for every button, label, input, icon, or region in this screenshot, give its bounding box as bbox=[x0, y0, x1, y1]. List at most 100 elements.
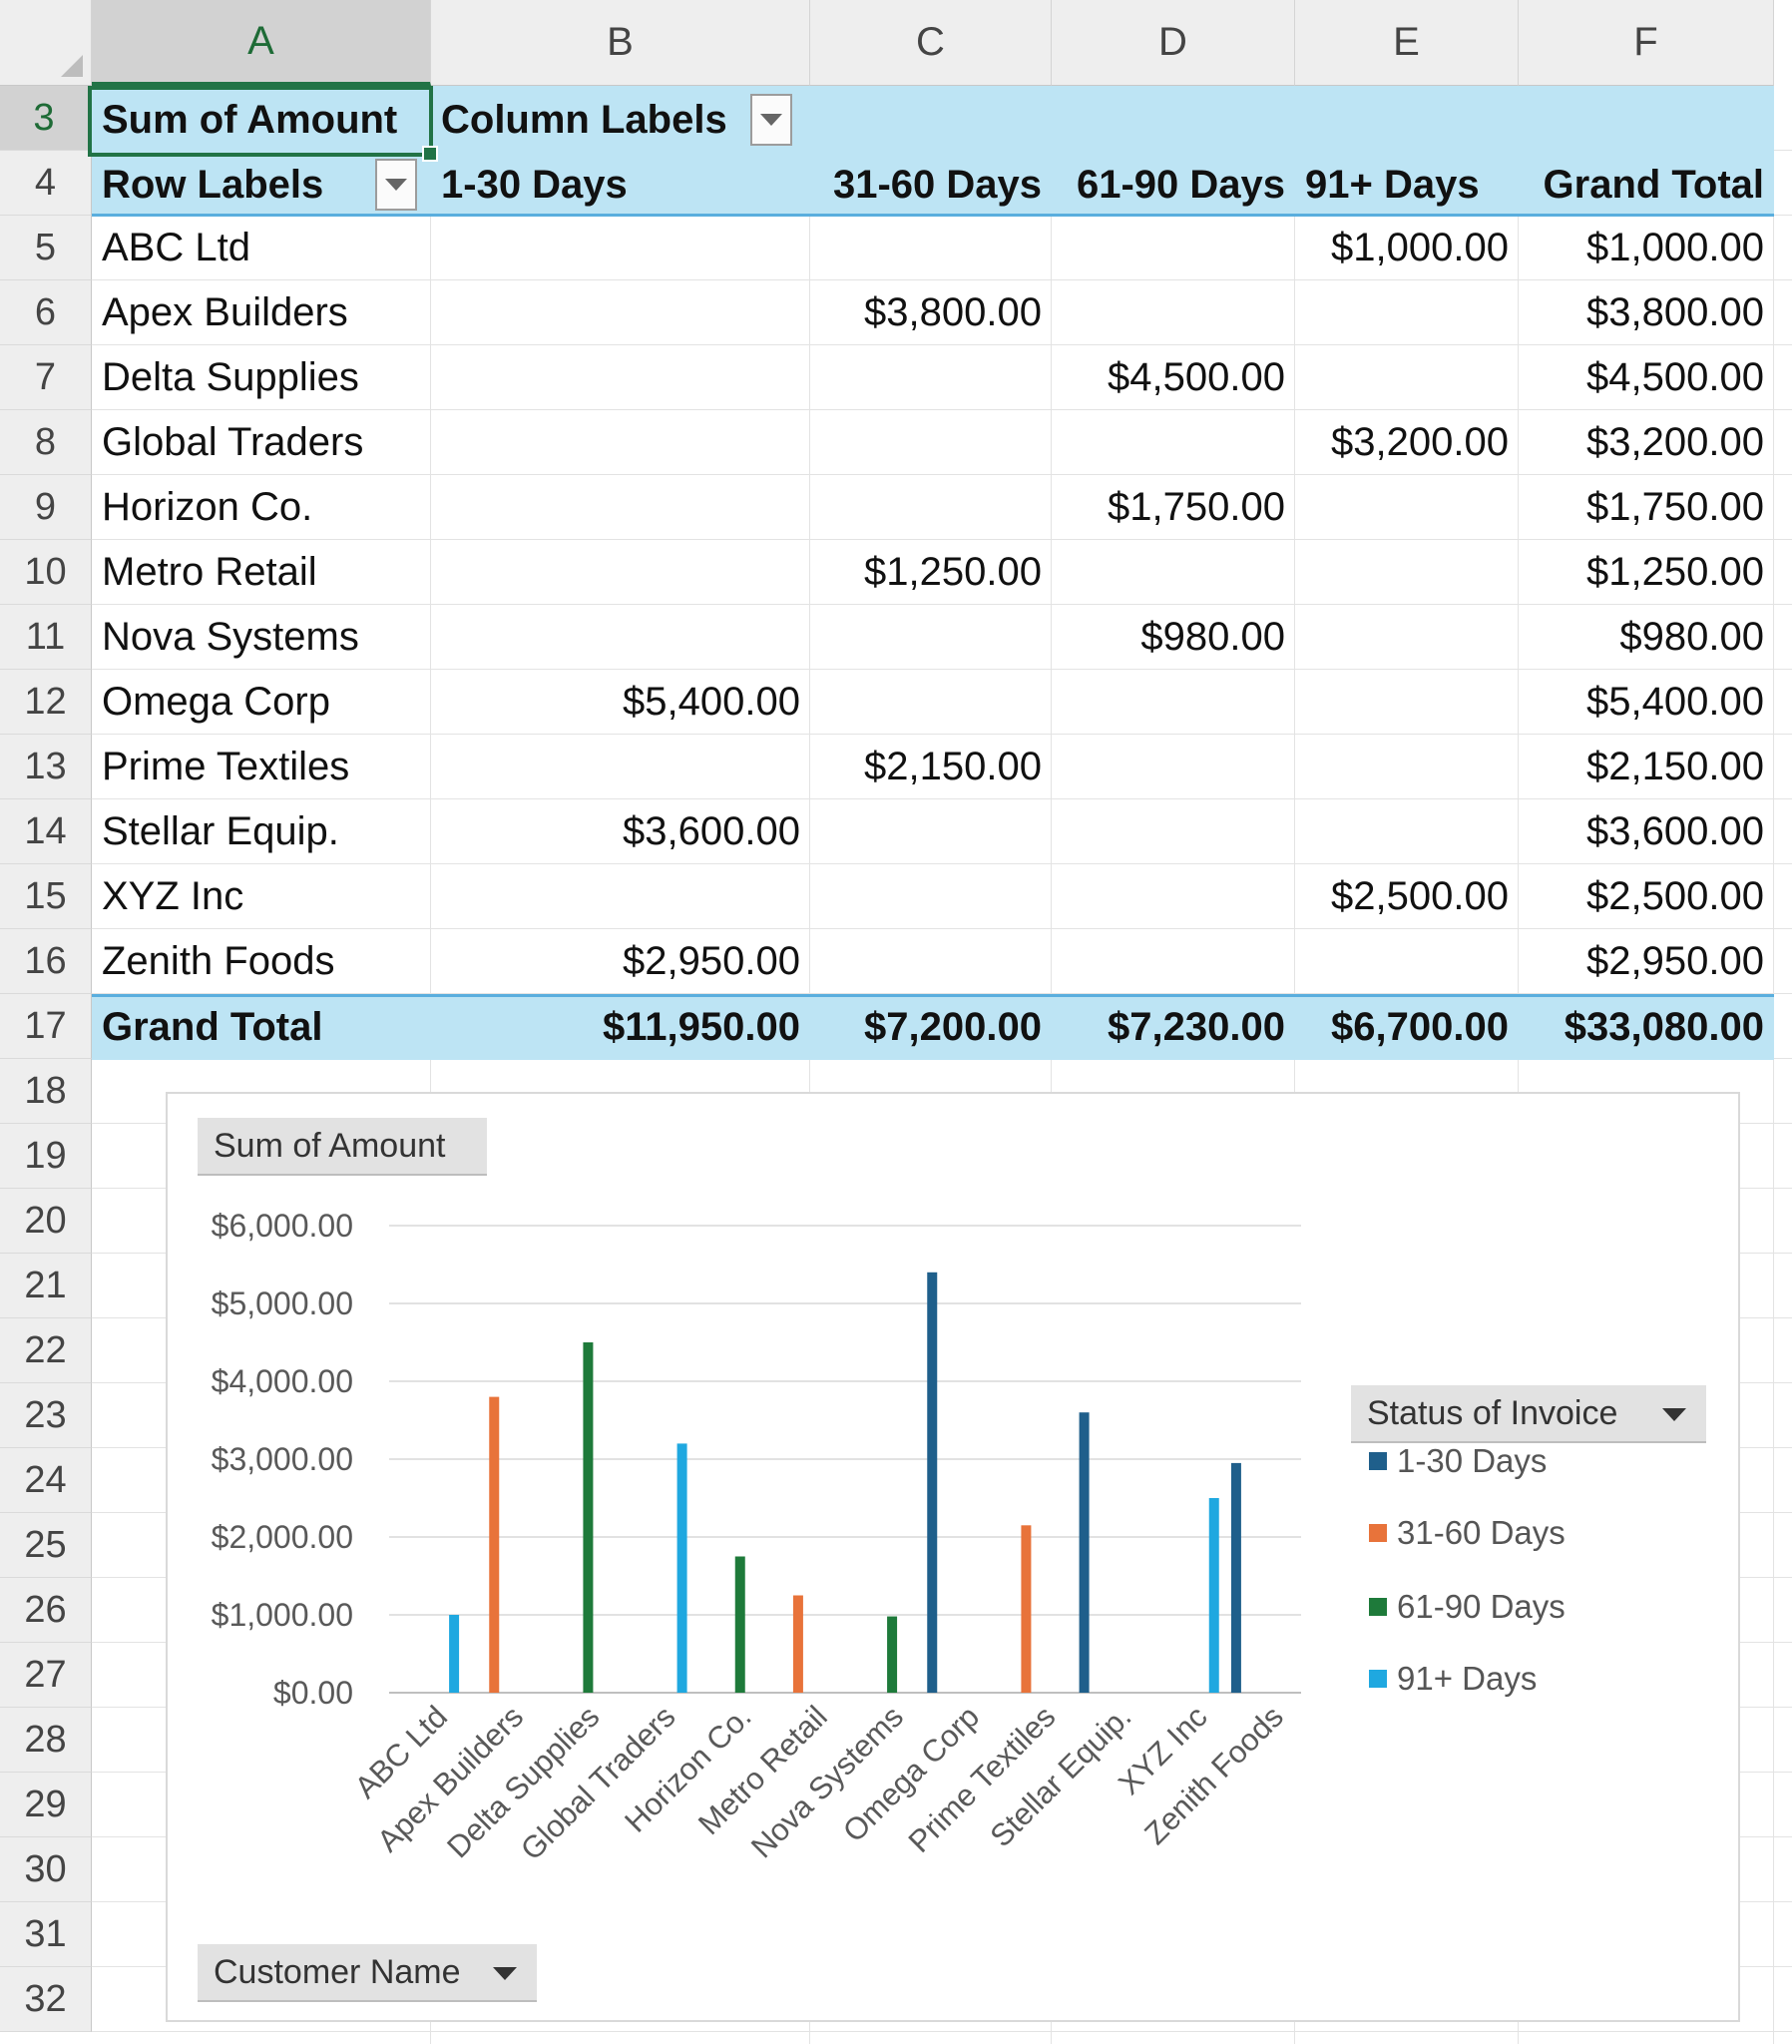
row-header-29[interactable]: 29 bbox=[0, 1773, 92, 1837]
row-header-8[interactable]: 8 bbox=[0, 410, 92, 475]
select-all-corner[interactable] bbox=[0, 0, 92, 86]
pivot-chart[interactable]: Sum of Amount Status of Invoice Customer… bbox=[166, 1092, 1740, 2022]
pivot-value-cell[interactable]: $1,250.00 bbox=[1586, 550, 1764, 594]
pivot-value-cell[interactable] bbox=[1052, 410, 1295, 475]
chart-legend-field-button[interactable]: Status of Invoice bbox=[1351, 1385, 1706, 1443]
pivot-value-cell[interactable] bbox=[1052, 216, 1295, 280]
row-header-12[interactable]: 12 bbox=[0, 670, 92, 735]
pivot-value-cell[interactable]: $1,000.00 bbox=[1331, 226, 1509, 269]
pivot-value-cell[interactable]: $3,600.00 bbox=[623, 809, 800, 853]
pivot-value-cell[interactable] bbox=[431, 280, 810, 345]
bar-91-days-global-traders[interactable] bbox=[676, 1443, 687, 1693]
pivot-value-cell[interactable] bbox=[810, 345, 1052, 410]
grand-total-31-60[interactable]: $7,200.00 bbox=[864, 1005, 1042, 1049]
pivot-value-cell[interactable] bbox=[1295, 540, 1519, 605]
row-header-13[interactable]: 13 bbox=[0, 735, 92, 799]
pivot-row-label[interactable]: Apex Builders bbox=[102, 290, 348, 334]
row-header-11[interactable]: 11 bbox=[0, 605, 92, 670]
column-labels-filter-button[interactable] bbox=[750, 94, 792, 146]
pivot-value-cell[interactable] bbox=[1295, 475, 1519, 540]
row-header-22[interactable]: 22 bbox=[0, 1318, 92, 1383]
column-header-b[interactable]: B bbox=[431, 0, 810, 86]
pivot-row-label[interactable]: Zenith Foods bbox=[102, 939, 335, 983]
row-header-20[interactable]: 20 bbox=[0, 1189, 92, 1254]
pivot-value-cell[interactable] bbox=[810, 864, 1052, 929]
row-header-26[interactable]: 26 bbox=[0, 1578, 92, 1643]
pivot-value-cell[interactable]: $1,750.00 bbox=[1586, 485, 1764, 529]
pivot-row-label[interactable]: Metro Retail bbox=[102, 550, 317, 594]
grand-total-1-30[interactable]: $11,950.00 bbox=[603, 1005, 800, 1049]
row-header-25[interactable]: 25 bbox=[0, 1513, 92, 1578]
column-header-a[interactable]: A bbox=[92, 0, 431, 86]
pivot-value-cell[interactable] bbox=[810, 216, 1052, 280]
pivot-value-cell[interactable]: $4,500.00 bbox=[1586, 355, 1764, 399]
row-header-15[interactable]: 15 bbox=[0, 864, 92, 929]
grand-total-label[interactable]: Grand Total bbox=[102, 1005, 323, 1049]
pivot-value-cell[interactable] bbox=[1295, 929, 1519, 994]
row-header-24[interactable]: 24 bbox=[0, 1448, 92, 1513]
pivot-value-cell[interactable] bbox=[1052, 280, 1295, 345]
row-header-9[interactable]: 9 bbox=[0, 475, 92, 540]
pivot-value-cell[interactable]: $3,200.00 bbox=[1586, 420, 1764, 464]
pivot-value-cell[interactable] bbox=[810, 410, 1052, 475]
row-header-23[interactable]: 23 bbox=[0, 1383, 92, 1448]
row-header-6[interactable]: 6 bbox=[0, 280, 92, 345]
pivot-row-label[interactable]: Prime Textiles bbox=[102, 745, 350, 788]
pivot-value-cell[interactable] bbox=[810, 605, 1052, 670]
pivot-value-cell[interactable] bbox=[1052, 799, 1295, 864]
row-header-10[interactable]: 10 bbox=[0, 540, 92, 605]
bar-31-60-days-prime-textiles[interactable] bbox=[1021, 1525, 1032, 1693]
pivot-value-cell[interactable] bbox=[810, 670, 1052, 735]
pivot-row-label[interactable]: Omega Corp bbox=[102, 680, 330, 724]
pivot-value-cell[interactable]: $1,250.00 bbox=[864, 550, 1042, 594]
pivot-value-cell[interactable]: $2,500.00 bbox=[1586, 874, 1764, 918]
pivot-value-cell[interactable] bbox=[431, 345, 810, 410]
row-header-14[interactable]: 14 bbox=[0, 799, 92, 864]
row-header-31[interactable]: 31 bbox=[0, 1902, 92, 1967]
pivot-col-header-1-30[interactable]: 1-30 Days bbox=[441, 163, 628, 207]
pivot-value-cell[interactable] bbox=[1295, 670, 1519, 735]
bar-1-30-days-zenith-foods[interactable] bbox=[1230, 1462, 1241, 1693]
pivot-value-cell[interactable] bbox=[431, 216, 810, 280]
bar-31-60-days-metro-retail[interactable] bbox=[792, 1595, 803, 1694]
pivot-value-cell[interactable] bbox=[810, 475, 1052, 540]
pivot-row-label[interactable]: Nova Systems bbox=[102, 615, 359, 659]
pivot-value-cell[interactable] bbox=[1295, 605, 1519, 670]
row-header-32[interactable]: 32 bbox=[0, 1967, 92, 2032]
pivot-value-cell[interactable] bbox=[1295, 280, 1519, 345]
row-header-21[interactable]: 21 bbox=[0, 1254, 92, 1318]
chart-axis-field-button[interactable]: Customer Name bbox=[198, 1944, 537, 2002]
row-header-16[interactable]: 16 bbox=[0, 929, 92, 994]
bar-91-days-abc-ltd[interactable] bbox=[449, 1615, 460, 1693]
pivot-col-header-91-plus[interactable]: 91+ Days bbox=[1305, 163, 1480, 207]
pivot-value-cell[interactable]: $980.00 bbox=[1619, 615, 1764, 659]
pivot-value-cell[interactable] bbox=[431, 540, 810, 605]
pivot-row-label[interactable]: Horizon Co. bbox=[102, 485, 313, 529]
row-header-18[interactable]: 18 bbox=[0, 1059, 92, 1124]
bar-61-90-days-delta-supplies[interactable] bbox=[583, 1342, 594, 1693]
pivot-value-cell[interactable]: $3,800.00 bbox=[864, 290, 1042, 334]
column-header-d[interactable]: D bbox=[1052, 0, 1295, 86]
chart-plot-area[interactable]: $0.00 $1,000.00 $2,000.00 $3,000.00 $4,000.0… bbox=[168, 1094, 1465, 1972]
pivot-col-header-61-90[interactable]: 61-90 Days bbox=[1076, 163, 1285, 207]
pivot-value-cell[interactable]: $1,750.00 bbox=[1108, 485, 1285, 529]
pivot-value-cell[interactable]: $2,950.00 bbox=[623, 939, 800, 983]
row-header-7[interactable]: 7 bbox=[0, 345, 92, 410]
row-header-3[interactable]: 3 bbox=[0, 86, 92, 151]
pivot-value-cell[interactable] bbox=[1052, 735, 1295, 799]
bar-91-days-xyz-inc[interactable] bbox=[1208, 1498, 1219, 1693]
pivot-value-cell[interactable] bbox=[1052, 670, 1295, 735]
row-header-27[interactable]: 27 bbox=[0, 1643, 92, 1708]
legend-item[interactable]: 1-30 Days bbox=[1369, 1441, 1547, 1481]
pivot-col-header-grand-total[interactable]: Grand Total bbox=[1543, 163, 1764, 207]
pivot-row-label[interactable]: ABC Ltd bbox=[102, 226, 250, 269]
pivot-value-cell[interactable] bbox=[1295, 799, 1519, 864]
pivot-value-cell[interactable] bbox=[431, 864, 810, 929]
pivot-value-cell[interactable] bbox=[1295, 735, 1519, 799]
pivot-value-cell[interactable] bbox=[431, 475, 810, 540]
grand-total-91-plus[interactable]: $6,700.00 bbox=[1331, 1005, 1509, 1049]
pivot-value-cell[interactable] bbox=[431, 410, 810, 475]
pivot-value-cell[interactable]: $3,800.00 bbox=[1586, 290, 1764, 334]
pivot-value-field-label[interactable]: Sum of Amount bbox=[102, 98, 398, 142]
bar-31-60-days-apex-builders[interactable] bbox=[489, 1396, 500, 1693]
